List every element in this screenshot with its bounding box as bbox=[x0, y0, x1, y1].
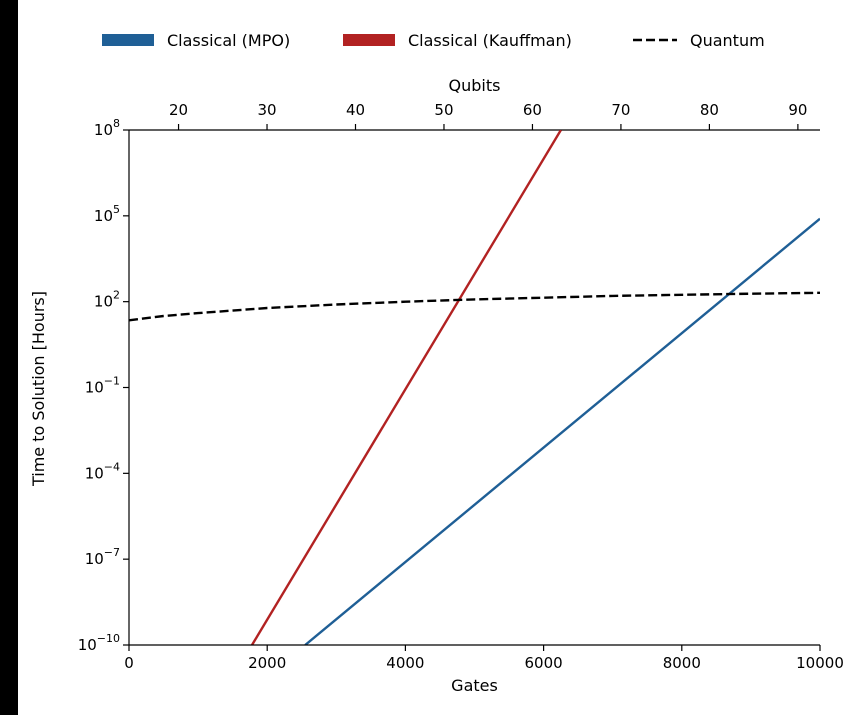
x-tick-label: 8000 bbox=[663, 654, 701, 672]
x2-tick-label: 20 bbox=[169, 101, 188, 119]
top-axis: 20 30 40 50 60 70 80 90 bbox=[129, 101, 820, 131]
series-group bbox=[129, 130, 820, 645]
left-axis: 10−10 10−7 10−4 10−1 102 105 108 bbox=[78, 117, 130, 654]
legend-swatch-0 bbox=[102, 34, 154, 46]
legend: Classical (MPO) Classical (Kauffman) Quant… bbox=[102, 31, 765, 50]
x-tick-label: 6000 bbox=[525, 654, 563, 672]
x-tick-label: 2000 bbox=[248, 654, 286, 672]
bottom-axis: 0 2000 4000 6000 8000 10000 bbox=[124, 644, 844, 672]
x-axis-label: Gates bbox=[451, 676, 498, 695]
x2-tick-label: 60 bbox=[523, 101, 542, 119]
y-axis-label: Time to Solution [Hours] bbox=[29, 291, 48, 487]
x2-tick-label: 30 bbox=[257, 101, 276, 119]
x-tick-label: 0 bbox=[124, 654, 134, 672]
x-tick-label: 4000 bbox=[386, 654, 424, 672]
y-tick-label: 10−1 bbox=[85, 375, 120, 397]
top-axis-label: Qubits bbox=[449, 76, 501, 95]
y-tick-label: 108 bbox=[94, 117, 120, 139]
legend-label-2: Quantum bbox=[690, 31, 765, 50]
line-chart: Classical (MPO) Classical (Kauffman) Quant… bbox=[29, 31, 844, 695]
x2-tick-label: 40 bbox=[346, 101, 365, 119]
x-tick-label: 10000 bbox=[796, 654, 844, 672]
y-tick-label: 10−7 bbox=[85, 546, 120, 568]
x2-tick-label: 90 bbox=[788, 101, 807, 119]
x2-tick-label: 70 bbox=[611, 101, 630, 119]
x2-tick-label: 50 bbox=[434, 101, 453, 119]
series-line-1 bbox=[250, 130, 562, 645]
chart-canvas: Classical (MPO) Classical (Kauffman) Quant… bbox=[18, 0, 851, 715]
legend-label-1: Classical (Kauffman) bbox=[408, 31, 572, 50]
series-line-2 bbox=[129, 291, 820, 322]
legend-label-0: Classical (MPO) bbox=[167, 31, 290, 50]
plot-area bbox=[129, 130, 820, 645]
y-tick-label: 10−4 bbox=[85, 460, 120, 482]
x2-tick-label: 80 bbox=[700, 101, 719, 119]
y-tick-label: 102 bbox=[94, 289, 120, 311]
series-line-0 bbox=[304, 217, 820, 645]
y-tick-label: 105 bbox=[94, 203, 120, 225]
y-tick-label: 10−10 bbox=[78, 632, 120, 654]
legend-swatch-1 bbox=[343, 34, 395, 46]
